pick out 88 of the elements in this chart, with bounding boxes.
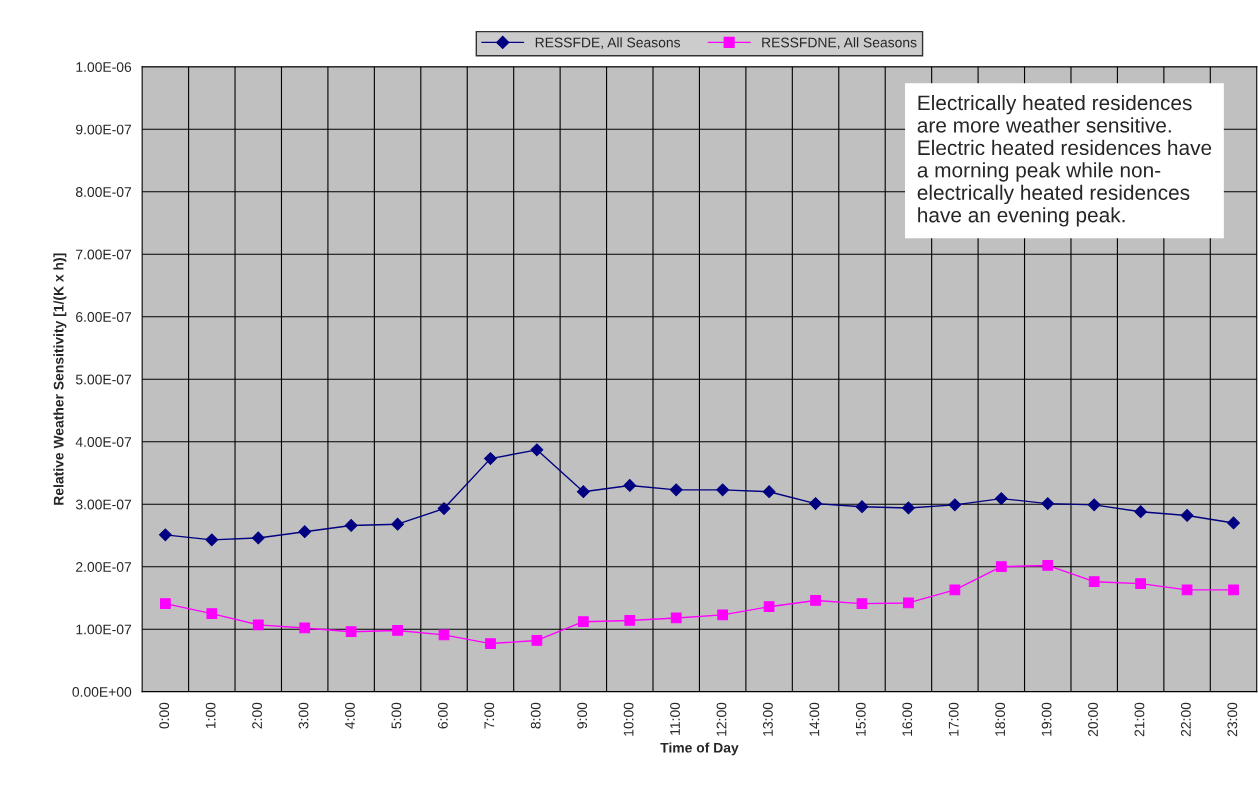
x-tick-label: 2:00 [252,702,262,729]
point [345,626,357,638]
x-tick-label: 10:00 [623,702,634,736]
point [206,608,218,619]
point [809,497,822,511]
y-tick-label: 1.00E-06 [76,62,132,72]
x-tick-label: 13:00 [763,702,773,736]
x-tick-label: 1:00 [205,702,216,729]
point [392,625,403,636]
point [995,561,1007,573]
point [1180,509,1194,522]
point [994,492,1008,506]
x-tick-label: 17:00 [948,702,959,736]
y-tick-label: 7.00E-07 [76,249,132,260]
legend-label: RESSFDE, All Seasons [535,37,681,50]
y-tick-label: 2.00E-07 [76,562,132,572]
point [948,498,962,512]
x-tick-label: 22:00 [1180,702,1191,737]
point [902,501,915,515]
point [1041,497,1055,511]
y-tick-label: 8.00E-07 [75,187,132,197]
point [252,619,264,631]
point [391,517,404,531]
x-tick-label: 12:00 [716,702,727,736]
x-tick-label: 0:00 [159,702,170,729]
point [344,519,358,532]
point [576,485,590,499]
point [531,635,543,646]
point [298,525,312,539]
x-tick-label: 21:00 [1134,702,1145,737]
x-tick-label: 23:00 [1227,702,1238,737]
point [903,597,914,609]
point [437,502,451,516]
point [856,598,868,609]
point [577,616,589,628]
point [1134,505,1148,519]
point [1087,498,1101,512]
point [763,601,775,613]
x-tick-label: 5:00 [391,702,402,729]
point [1088,576,1100,588]
point [1042,560,1054,571]
point [716,483,730,497]
x-tick-label: 15:00 [855,702,866,736]
legend-label: RESSFDNE, All Seasons [762,37,917,50]
x-tick-label: 4:00 [345,702,355,729]
point [623,479,637,492]
point [205,533,219,547]
point [949,584,961,596]
point [1135,578,1147,589]
y-tick-label: 6.00E-07 [76,312,132,322]
point [1228,584,1239,596]
point [670,612,682,624]
x-tick-label: 19:00 [1041,702,1052,736]
y-tick-label: 5.00E-07 [75,374,132,385]
x-tick-label: 6:00 [437,702,448,729]
x-tick-label: 11:00 [670,702,680,735]
y-tick-label: 0.00E+00 [72,687,132,697]
point [855,500,869,514]
x-tick-label: 7:00 [484,702,495,729]
x-axis-title: Time of Day [660,742,739,756]
point [1181,584,1193,596]
x-tick-label: 18:00 [995,702,1006,736]
point [158,528,172,542]
point [624,615,636,626]
point [1227,516,1240,530]
x-tick-label: 14:00 [809,702,820,736]
point [485,638,496,649]
point [669,483,683,497]
point [762,485,776,499]
point [530,443,544,457]
point [251,531,265,545]
x-tick-label: 9:00 [577,702,588,729]
y-tick-label: 9.00E-07 [76,124,132,135]
y-axis-title: Relative Weather Sensitivity [1/(K x h)] [53,253,67,505]
x-tick-label: 16:00 [902,702,913,736]
x-tick-label: 20:00 [1088,702,1098,737]
y-tick-label: 4.00E-07 [75,437,132,447]
point [159,598,171,609]
x-tick-label: 3:00 [298,702,309,729]
y-tick-label: 1.00E-07 [76,624,132,635]
point [810,595,821,606]
point [484,452,497,466]
point [438,629,450,641]
point [717,609,729,621]
x-tick-label: 8:00 [530,702,541,729]
annotation: Electrically heated residences are more weather sensitive. Electric heated residences have a morning peak while non- electrically heated residences have an evening peak. [917,94,1212,227]
y-tick-label: 3.00E-07 [75,499,132,510]
point [299,622,311,634]
